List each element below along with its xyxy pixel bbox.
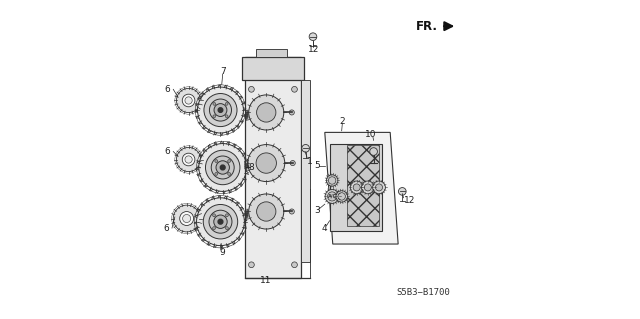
Circle shape	[328, 192, 337, 201]
Circle shape	[177, 88, 201, 113]
Circle shape	[309, 33, 317, 41]
Circle shape	[220, 165, 225, 170]
Text: A/C: A/C	[328, 194, 337, 199]
Circle shape	[328, 177, 336, 184]
Circle shape	[290, 160, 295, 166]
Text: 6: 6	[163, 224, 169, 233]
Text: 9: 9	[220, 248, 225, 256]
Circle shape	[350, 181, 363, 194]
Circle shape	[399, 188, 406, 195]
Circle shape	[216, 161, 229, 174]
Circle shape	[211, 156, 234, 179]
Text: 5: 5	[314, 161, 320, 170]
Text: 6: 6	[164, 85, 170, 94]
Circle shape	[256, 153, 276, 173]
Circle shape	[249, 194, 284, 229]
Text: 11: 11	[260, 276, 271, 285]
Text: 3: 3	[314, 206, 320, 215]
Circle shape	[213, 102, 216, 105]
Circle shape	[214, 104, 227, 116]
Text: FR.: FR.	[416, 20, 438, 33]
Circle shape	[225, 102, 228, 105]
Circle shape	[173, 205, 200, 232]
Circle shape	[249, 95, 284, 130]
Bar	[330, 144, 382, 231]
Text: 6: 6	[164, 147, 170, 156]
Circle shape	[225, 214, 228, 217]
Bar	[256, 49, 287, 57]
Circle shape	[185, 156, 192, 163]
Circle shape	[292, 86, 298, 92]
Bar	[245, 57, 301, 278]
Text: 7: 7	[220, 67, 225, 76]
Circle shape	[289, 110, 294, 115]
Circle shape	[215, 173, 218, 175]
Circle shape	[218, 219, 223, 224]
Circle shape	[196, 198, 244, 246]
Circle shape	[292, 262, 298, 268]
Circle shape	[205, 150, 240, 185]
Circle shape	[302, 145, 310, 152]
Circle shape	[182, 94, 195, 107]
Bar	[242, 57, 304, 80]
Text: 2: 2	[339, 117, 344, 126]
Circle shape	[364, 184, 371, 191]
Circle shape	[182, 214, 191, 223]
Bar	[301, 80, 310, 262]
Circle shape	[185, 97, 192, 104]
Circle shape	[209, 99, 232, 121]
Circle shape	[213, 115, 216, 118]
Circle shape	[204, 204, 237, 239]
FancyArrowPatch shape	[444, 22, 452, 30]
Bar	[347, 145, 379, 226]
Text: 10: 10	[365, 130, 377, 139]
Circle shape	[336, 191, 348, 202]
Circle shape	[370, 148, 378, 155]
Circle shape	[228, 160, 230, 162]
Circle shape	[198, 87, 243, 133]
Text: 12: 12	[308, 45, 319, 54]
Text: 8: 8	[248, 163, 254, 172]
Circle shape	[199, 144, 246, 191]
Circle shape	[209, 210, 232, 233]
Circle shape	[180, 211, 194, 226]
Circle shape	[376, 184, 383, 191]
Polygon shape	[324, 132, 398, 244]
Circle shape	[228, 173, 230, 175]
Circle shape	[212, 227, 216, 230]
Circle shape	[214, 215, 227, 228]
Circle shape	[372, 181, 385, 194]
Circle shape	[204, 93, 237, 127]
Circle shape	[248, 145, 285, 182]
Circle shape	[218, 108, 223, 112]
Circle shape	[353, 184, 360, 191]
Circle shape	[362, 181, 374, 194]
Circle shape	[215, 160, 218, 162]
Circle shape	[248, 86, 254, 92]
Text: 12: 12	[404, 196, 415, 205]
Circle shape	[225, 227, 228, 230]
Circle shape	[177, 147, 201, 172]
Circle shape	[338, 193, 346, 200]
Circle shape	[257, 103, 276, 122]
Circle shape	[326, 175, 338, 186]
Circle shape	[248, 262, 254, 268]
Circle shape	[289, 209, 294, 214]
Circle shape	[325, 189, 339, 204]
Circle shape	[225, 115, 228, 118]
Text: S5B3−B1700: S5B3−B1700	[397, 288, 451, 297]
Circle shape	[257, 202, 276, 221]
Text: 1: 1	[307, 157, 313, 166]
Circle shape	[182, 153, 195, 166]
Text: 4: 4	[322, 224, 328, 233]
Circle shape	[212, 214, 216, 217]
